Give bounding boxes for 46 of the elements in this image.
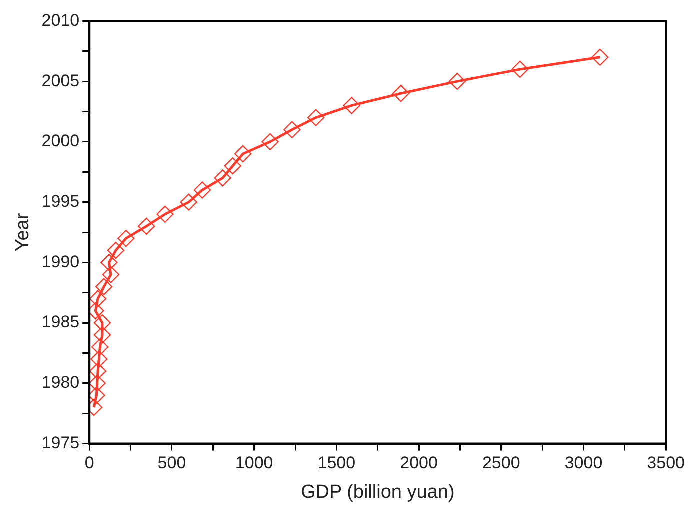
x-tick-label: 3000 — [564, 454, 603, 473]
x-axis-title: GDP (billion yuan) — [300, 482, 455, 503]
point — [90, 374, 106, 392]
point — [96, 278, 113, 296]
point — [214, 170, 232, 187]
point — [307, 109, 325, 126]
point — [592, 48, 609, 66]
point — [94, 326, 112, 344]
point — [107, 242, 125, 260]
x-tick-label: 2500 — [482, 454, 520, 473]
point — [90, 386, 106, 404]
y-tick-label: 1985 — [42, 312, 80, 332]
x-tick-label: 1000 — [235, 454, 274, 473]
x-tick-label: 2000 — [400, 454, 438, 473]
y-tick-label: 1980 — [42, 373, 80, 392]
point — [138, 218, 156, 236]
x-tick-label: 3500 — [647, 454, 686, 473]
point — [234, 145, 252, 163]
point — [284, 121, 301, 138]
point — [90, 290, 107, 308]
point — [448, 72, 466, 90]
point — [90, 350, 108, 368]
y-axis-title: Year — [12, 212, 34, 252]
y-tick-label: 1990 — [42, 252, 80, 272]
y-tick-label: 2000 — [42, 132, 80, 151]
point — [180, 194, 198, 211]
y-tick-label: 1975 — [42, 433, 80, 452]
y-tick-label: 2005 — [42, 71, 80, 90]
point — [118, 230, 135, 248]
point — [224, 157, 242, 175]
point — [156, 206, 174, 223]
point — [100, 254, 118, 272]
x-tick-label: 500 — [158, 454, 186, 473]
point — [90, 362, 107, 380]
x-tick-label: 1500 — [318, 454, 356, 473]
point — [343, 97, 360, 114]
point — [262, 133, 279, 151]
point — [102, 266, 120, 284]
point — [392, 85, 410, 102]
point — [512, 60, 529, 78]
y-tick-label: 1995 — [42, 192, 80, 211]
y-tick-label: 2010 — [42, 10, 80, 30]
point — [194, 182, 212, 199]
x-tick-label: 0 — [84, 454, 94, 473]
point — [94, 314, 112, 332]
point — [92, 338, 109, 356]
